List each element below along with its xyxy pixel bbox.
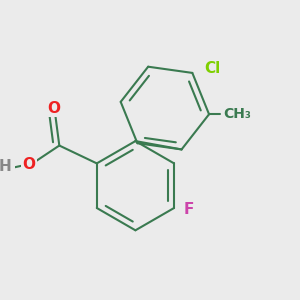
Text: F: F xyxy=(183,202,194,217)
Text: Cl: Cl xyxy=(204,61,220,76)
Text: O: O xyxy=(22,157,35,172)
Text: O: O xyxy=(47,100,61,116)
Text: CH₃: CH₃ xyxy=(223,107,250,121)
Text: H: H xyxy=(0,160,11,175)
